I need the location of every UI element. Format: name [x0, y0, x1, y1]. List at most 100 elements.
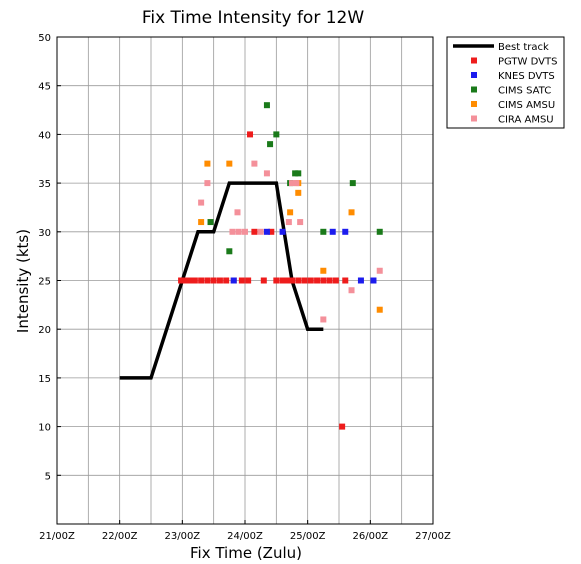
y-tick-label: 5 [45, 471, 51, 482]
cira-amsu-legend-swatch [471, 115, 477, 122]
cims-amsu-point [287, 209, 294, 216]
pgtw-dvts-point [251, 228, 258, 235]
y-axis: 5 10 15 20 25 30 35 40 45 50 [38, 33, 61, 482]
knes-dvts-point [357, 277, 364, 284]
cims-amsu-point [204, 160, 211, 167]
cira-amsu-point [257, 228, 264, 235]
cims-amsu-point [320, 267, 327, 274]
y-tick-label: 50 [38, 33, 51, 44]
cira-amsu-point [376, 267, 383, 274]
chart-title: Fix Time Intensity for 12W [142, 8, 365, 28]
y-tick-label: 25 [38, 277, 51, 288]
pgtw-dvts-point [326, 277, 333, 284]
x-tick-label: 25/00Z [290, 531, 326, 542]
pgtw-dvts-point [284, 277, 291, 284]
y-axis-label: Intensity (kts) [14, 229, 32, 333]
pgtw-dvts-legend-swatch [471, 57, 477, 64]
grid [57, 37, 433, 524]
cims-amsu-legend-swatch [471, 101, 477, 107]
y-tick-label: 45 [38, 82, 51, 93]
pgtw-dvts-point [238, 277, 245, 284]
x-tick-label: 21/00Z [39, 531, 75, 542]
pgtw-dvts-point [342, 277, 349, 284]
x-tick-label: 27/00Z [415, 531, 451, 542]
cira-amsu-legend-label: CIRA AMSU [498, 115, 554, 126]
cims-satc-point [292, 170, 299, 177]
y-tick-label: 30 [38, 228, 51, 239]
cira-amsu-point [198, 199, 205, 206]
cira-amsu-point [234, 209, 241, 216]
pgtw-dvts-point [339, 423, 346, 430]
x-axis-label: Fix Time (Zulu) [190, 544, 302, 562]
cira-amsu-point [229, 228, 236, 235]
knes-dvts-point [230, 277, 237, 284]
legend: Best track PGTW DVTS KNES DVTS CIMS SATC CIM… [446, 36, 565, 129]
pgtw-dvts-point [198, 277, 205, 284]
pgtw-dvts-legend-label: PGTW DVTS [498, 57, 557, 68]
pgtw-dvts-point [204, 277, 211, 284]
x-tick-label: 23/00Z [164, 531, 200, 542]
pgtw-dvts-point [320, 277, 327, 284]
knes-dvts-point [263, 228, 270, 235]
y-tick-label: 40 [38, 130, 51, 141]
pgtw-dvts-point [186, 277, 193, 284]
cims-satc-legend-label: CIMS SATC [498, 86, 551, 97]
cira-amsu-point [320, 316, 327, 323]
pgtw-dvts-point [260, 277, 267, 284]
cira-amsu-point [289, 180, 295, 187]
pgtw-dvts-point [216, 277, 223, 284]
cims-satc-point [267, 141, 274, 148]
cira-amsu-point [297, 219, 304, 226]
y-tick-label: 15 [38, 374, 51, 385]
cims-satc-point [273, 131, 280, 138]
pgtw-dvts-point [314, 277, 321, 284]
best-track-legend-label: Best track [498, 42, 549, 53]
cims-amsu-point [226, 160, 233, 167]
y-tick-label: 20 [38, 325, 51, 336]
pgtw-dvts-point [307, 277, 314, 284]
pgtw-dvts-point [247, 131, 254, 138]
cims-amsu-point [376, 306, 383, 313]
pgtw-dvts-point [210, 277, 217, 284]
cims-satc-point [263, 102, 270, 109]
x-tick-label: 26/00Z [352, 531, 388, 542]
cims-satc-legend-swatch [471, 86, 477, 93]
x-tick-label: 22/00Z [102, 531, 138, 542]
pgtw-dvts-point [178, 277, 185, 284]
pgtw-dvts-point [295, 277, 302, 284]
cira-amsu-point [263, 170, 270, 177]
y-tick-label: 35 [38, 179, 51, 190]
pgtw-dvts-point [245, 277, 252, 284]
cira-amsu-point [242, 228, 248, 235]
pgtw-dvts-point [273, 277, 280, 284]
cira-amsu-point [251, 160, 258, 167]
cira-amsu-point [348, 287, 355, 294]
y-tick-label: 10 [38, 423, 51, 434]
x-tick-label: 24/00Z [227, 531, 263, 542]
cims-satc-point [320, 228, 327, 235]
knes-dvts-legend-swatch [471, 72, 477, 78]
cims-amsu-point [295, 189, 302, 196]
pgtw-dvts-point [223, 277, 230, 284]
cira-amsu-point [293, 180, 300, 187]
cims-amsu-point [198, 219, 205, 226]
cims-amsu-point [348, 209, 355, 216]
legend-box [446, 36, 565, 129]
cims-satc-point [376, 228, 383, 235]
knes-dvts-legend-label: KNES DVTS [498, 71, 555, 82]
knes-dvts-point [342, 228, 349, 235]
series-layer [119, 102, 383, 430]
knes-dvts-point [279, 228, 286, 235]
cira-amsu-point [204, 180, 211, 187]
cims-satc-point [295, 170, 302, 177]
best-track-line [119, 181, 324, 380]
pgtw-dvts-point [182, 277, 189, 284]
cims-amsu-legend-label: CIMS AMSU [498, 100, 555, 111]
pgtw-dvts-point [289, 277, 295, 284]
cims-satc-point [349, 180, 356, 187]
cira-amsu-point [235, 228, 242, 235]
pgtw-dvts-point [301, 277, 308, 284]
x-axis: 21/00Z 22/00Z 23/00Z 24/00Z 25/00Z 26/00Z 27/0… [39, 520, 451, 542]
pgtw-dvts-point [191, 277, 198, 284]
